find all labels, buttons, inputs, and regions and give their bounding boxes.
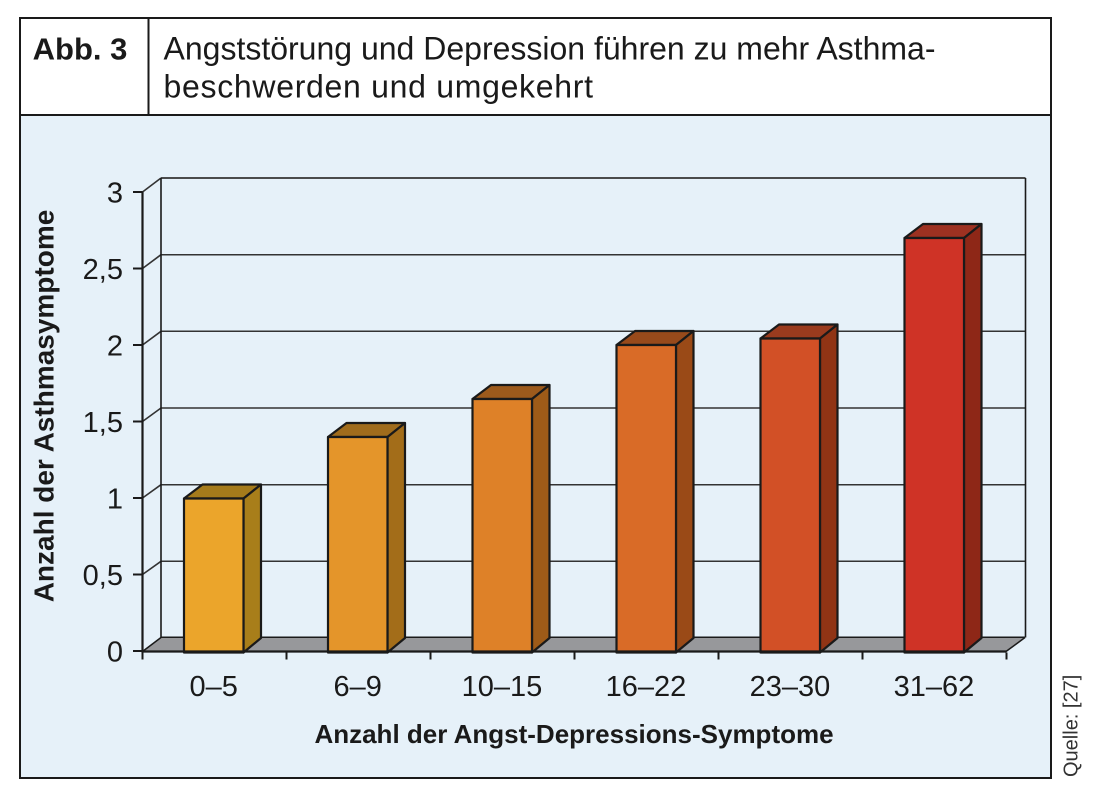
svg-text:beschwerden und umgekehrt: beschwerden und umgekehrt xyxy=(164,69,594,105)
svg-text:16–22: 16–22 xyxy=(606,671,687,703)
svg-text:23–30: 23–30 xyxy=(750,671,831,703)
svg-text:0,5: 0,5 xyxy=(83,560,123,592)
svg-text:0: 0 xyxy=(107,637,123,669)
svg-text:Quelle: [27]: Quelle: [27] xyxy=(1061,675,1083,777)
svg-text:Anzahl der Angst-Depressions-S: Anzahl der Angst-Depressions-Symptome xyxy=(314,719,833,749)
svg-text:31–62: 31–62 xyxy=(894,671,975,703)
svg-text:10–15: 10–15 xyxy=(462,671,543,703)
svg-text:3: 3 xyxy=(107,178,123,210)
svg-text:1: 1 xyxy=(107,484,123,516)
svg-text:1,5: 1,5 xyxy=(83,407,123,439)
svg-text:Angststörung und Depression fü: Angststörung und Depression führen zu me… xyxy=(164,31,936,67)
svg-text:2,5: 2,5 xyxy=(83,254,123,286)
svg-text:Abb. 3: Abb. 3 xyxy=(33,32,128,67)
svg-text:2: 2 xyxy=(107,331,123,363)
svg-text:6–9: 6–9 xyxy=(334,671,382,703)
svg-text:0–5: 0–5 xyxy=(190,671,238,703)
svg-text:Anzahl der Asthmasymptome: Anzahl der Asthmasymptome xyxy=(29,210,60,603)
